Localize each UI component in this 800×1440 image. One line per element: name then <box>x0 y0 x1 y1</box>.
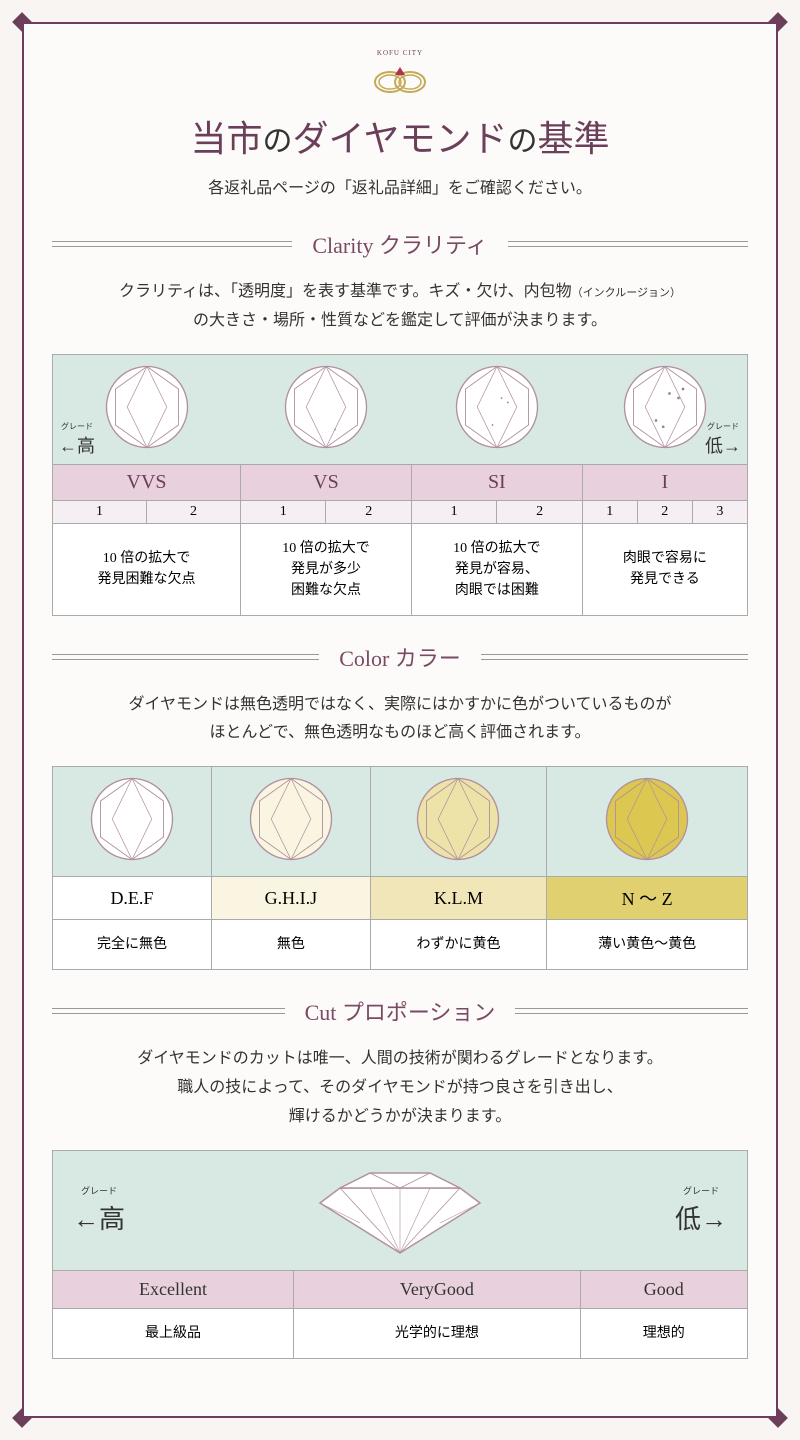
clarity-grade-name: SI <box>411 464 582 500</box>
clarity-sub: 2 <box>326 500 411 523</box>
color-table: D.E.F G.H.I.J K.L.M N ～ Z 完全に無色 無色 わずかに黄… <box>52 766 748 970</box>
clarity-grade-desc: 肉眼で容易に 発見できる <box>582 523 747 615</box>
grade-low-label: グレード低→ <box>705 421 741 458</box>
diamond-icon <box>246 774 336 864</box>
diamond-icon <box>102 362 192 452</box>
logo-text: KOFU CITY <box>52 49 748 57</box>
grade-high-label: グレード←高 <box>73 1184 125 1236</box>
grade-high-label: グレード←高 <box>59 421 95 458</box>
cut-table: グレード←高 グレード低→ Excellent <box>52 1150 748 1359</box>
clarity-grade-name: VVS <box>53 464 241 500</box>
clarity-sub: 1 <box>53 500 147 523</box>
clarity-table: グレード←高 グレード低→ VVS VS SI I 1 2 1 2 <box>52 354 748 616</box>
clarity-description: クラリティは、「透明度」を表す基準です。キズ・欠け、内包物（インクルージョン） … <box>52 278 748 336</box>
diamond-icon <box>602 774 692 864</box>
diamond-icon <box>281 362 371 452</box>
diamond-icon <box>413 774 503 864</box>
color-grade-desc: 完全に無色 <box>53 920 212 970</box>
diamond-icon <box>87 774 177 864</box>
color-grade-name: D.E.F <box>53 877 212 920</box>
diamond-side-icon <box>300 1158 500 1258</box>
cut-grade-desc: 理想的 <box>580 1308 747 1358</box>
diamond-icon <box>452 362 542 452</box>
logo: KOFU CITY <box>52 49 748 102</box>
color-grade-name: N ～ Z <box>547 877 748 920</box>
clarity-sub: 2 <box>147 500 241 523</box>
clarity-heading: Clarity クラリティ <box>52 228 748 260</box>
cut-grade-name: VeryGood <box>294 1270 581 1308</box>
color-grade-name: K.L.M <box>370 877 546 920</box>
logo-icon <box>370 57 430 97</box>
color-cell <box>53 767 212 877</box>
clarity-grade-name: VS <box>241 464 412 500</box>
cut-description: ダイヤモンドのカットは唯一、人間の技術が関わるグレードとなります。職人の技によっ… <box>52 1045 748 1131</box>
color-cell <box>370 767 546 877</box>
clarity-grade-desc: 10 倍の拡大で 発見が容易、 肉眼では困難 <box>411 523 582 615</box>
main-frame: KOFU CITY 当市のダイヤモンドの基準 各返礼品ページの「返礼品詳細」をご… <box>22 22 778 1418</box>
subtitle: 各返礼品ページの「返礼品詳細」をご確認ください。 <box>52 174 748 198</box>
color-grade-desc: 薄い黄色～黄色 <box>547 920 748 970</box>
color-grade-desc: わずかに黄色 <box>370 920 546 970</box>
cut-grade-desc: 光学的に理想 <box>294 1308 581 1358</box>
clarity-grade-desc: 10 倍の拡大で 発見困難な欠点 <box>53 523 241 615</box>
clarity-sub: 1 <box>411 500 496 523</box>
clarity-sub: 2 <box>497 500 582 523</box>
cut-grade-name: Excellent <box>53 1270 294 1308</box>
grade-low-label: グレード低→ <box>675 1184 727 1236</box>
cut-heading: Cut プロポーション <box>52 995 748 1027</box>
cut-grade-name: Good <box>580 1270 747 1308</box>
color-description: ダイヤモンドは無色透明ではなく、実際にはかすかに色がついているものがほとんどで、… <box>52 691 748 749</box>
cut-diagram-cell: グレード←高 グレード低→ <box>53 1150 748 1270</box>
color-cell <box>211 767 370 877</box>
color-heading: Color カラー <box>52 641 748 673</box>
page-title: 当市のダイヤモンドの基準 <box>52 110 748 162</box>
color-cell <box>547 767 748 877</box>
clarity-grade-name: I <box>582 464 747 500</box>
clarity-grade-desc: 10 倍の拡大で 発見が多少 困難な欠点 <box>241 523 412 615</box>
clarity-sub: 1 <box>241 500 326 523</box>
clarity-sub: 2 <box>637 500 692 523</box>
diamond-icon <box>620 362 710 452</box>
color-grade-desc: 無色 <box>211 920 370 970</box>
cut-grade-desc: 最上級品 <box>53 1308 294 1358</box>
clarity-sub: 3 <box>692 500 747 523</box>
color-grade-name: G.H.I.J <box>211 877 370 920</box>
clarity-sub: 1 <box>582 500 637 523</box>
